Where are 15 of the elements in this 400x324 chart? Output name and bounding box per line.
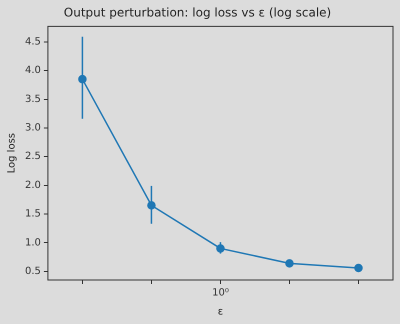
point: [354, 264, 363, 272]
y-tick-label: 4.5: [24, 36, 41, 48]
y-tick-label: 1.5: [24, 208, 41, 220]
x-tick-label: 10⁰: [212, 288, 229, 299]
y-tick-label: 2.0: [24, 180, 41, 191]
y-tick-label: 3.0: [24, 122, 41, 134]
y-tick-label: 2.5: [24, 151, 41, 162]
y-axis-title: Log loss: [6, 133, 18, 174]
y-tick-label: 0.5: [24, 266, 41, 277]
y-tick-label: 1.0: [24, 237, 41, 248]
y-tick-label: 4.0: [24, 65, 41, 76]
x-axis-title: ε: [218, 306, 224, 318]
point: [285, 259, 294, 268]
chart-title: Output perturbation: log loss vs ε (log scale): [64, 5, 332, 20]
y-tick-label: 3.5: [24, 94, 41, 105]
